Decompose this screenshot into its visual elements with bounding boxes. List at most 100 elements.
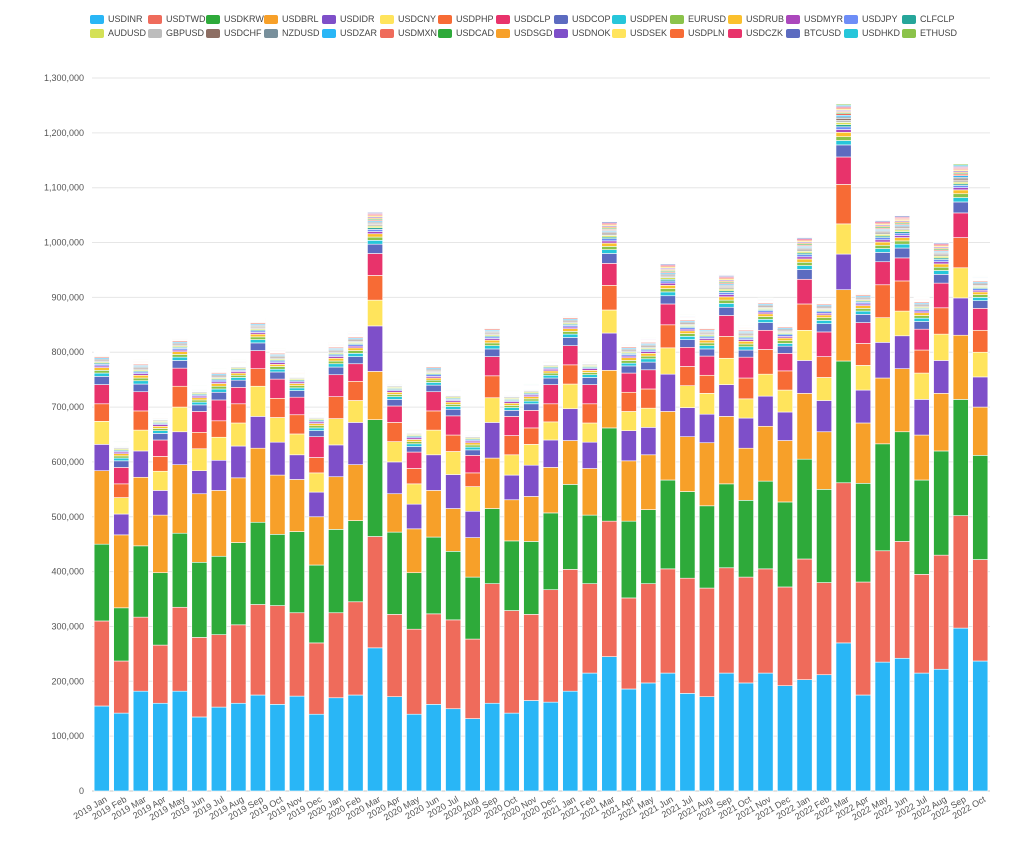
bar-segment[interactable] [445, 404, 462, 407]
bar-segment[interactable] [445, 408, 462, 417]
bar-segment[interactable] [445, 434, 462, 452]
bar-segment[interactable] [894, 257, 911, 282]
bar-segment[interactable] [894, 232, 911, 236]
bar-segment[interactable] [152, 470, 169, 491]
bar-segment[interactable] [503, 540, 520, 611]
bar-segment[interactable] [230, 374, 247, 378]
bar-segment[interactable] [933, 554, 950, 670]
bar-segment[interactable] [406, 439, 423, 442]
bar-segment[interactable] [386, 378, 403, 380]
bar-segment[interactable] [562, 333, 579, 338]
bar-segment[interactable] [171, 406, 188, 433]
bar-segment[interactable] [464, 455, 481, 474]
bar-segment[interactable] [952, 399, 969, 516]
bar-segment[interactable] [835, 144, 852, 158]
bar-segment[interactable] [230, 702, 247, 792]
bar-segment[interactable] [679, 491, 696, 579]
bar-segment[interactable] [113, 457, 130, 462]
bar-segment[interactable] [796, 360, 813, 394]
bar-segment[interactable] [933, 274, 950, 284]
bar-segment[interactable] [796, 458, 813, 560]
bar-segment[interactable] [347, 347, 364, 351]
bar-segment[interactable] [757, 316, 774, 320]
bar-segment[interactable] [777, 343, 793, 347]
bar-segment[interactable] [874, 239, 891, 243]
bar-segment[interactable] [113, 513, 130, 536]
bar-segment[interactable] [835, 184, 852, 225]
bar-segment[interactable] [484, 702, 501, 792]
bar-segment[interactable] [191, 411, 208, 433]
bar-segment[interactable] [562, 440, 579, 485]
bar-segment[interactable] [659, 373, 676, 412]
bar-segment[interactable] [132, 616, 149, 692]
bar-segment[interactable] [250, 317, 266, 320]
bar-segment[interactable] [816, 582, 832, 676]
bar-segment[interactable] [679, 339, 696, 348]
bar-segment[interactable] [620, 411, 637, 431]
bar-segment[interactable] [503, 402, 520, 406]
bar-segment[interactable] [289, 433, 305, 456]
bar-segment[interactable] [367, 240, 383, 245]
bar-segment[interactable] [152, 439, 169, 457]
bar-segment[interactable] [718, 296, 735, 301]
bar-segment[interactable] [289, 454, 305, 480]
bar-segment[interactable] [816, 489, 832, 583]
bar-segment[interactable] [581, 514, 598, 584]
bar-segment[interactable] [972, 294, 989, 298]
bar-segment[interactable] [855, 422, 872, 484]
bar-segment[interactable] [132, 429, 149, 452]
bar-segment[interactable] [503, 454, 520, 476]
bar-segment[interactable] [542, 439, 559, 468]
bar-segment[interactable] [269, 397, 286, 418]
bar-segment[interactable] [796, 679, 813, 792]
bar-segment[interactable] [874, 284, 891, 318]
bar-segment[interactable] [952, 201, 969, 214]
bar-segment[interactable] [386, 531, 403, 615]
bar-segment[interactable] [347, 400, 364, 423]
bar-segment[interactable] [210, 459, 227, 491]
bar-segment[interactable] [777, 321, 793, 323]
bar-segment[interactable] [738, 447, 754, 501]
bar-segment[interactable] [367, 210, 383, 213]
bar-segment[interactable] [972, 559, 989, 662]
bar-segment[interactable] [640, 454, 657, 510]
bar-segment[interactable] [679, 314, 696, 316]
bar-segment[interactable] [933, 241, 950, 243]
bar-segment[interactable] [171, 335, 188, 337]
bar-segment[interactable] [816, 377, 832, 401]
bar-segment[interactable] [855, 343, 872, 366]
bar-segment[interactable] [503, 610, 520, 714]
bar-segment[interactable] [484, 422, 501, 459]
bar-segment[interactable] [250, 416, 266, 449]
bar-segment[interactable] [601, 370, 618, 429]
legend-item[interactable]: CLFCLP [902, 12, 960, 26]
bar-segment[interactable] [367, 536, 383, 649]
bar-segment[interactable] [972, 329, 989, 353]
bar-segment[interactable] [718, 672, 735, 792]
bar-segment[interactable] [933, 393, 950, 452]
bar-segment[interactable] [777, 389, 793, 413]
bar-segment[interactable] [152, 572, 169, 646]
bar-segment[interactable] [132, 374, 149, 379]
bar-segment[interactable] [503, 389, 520, 391]
bar-segment[interactable] [757, 349, 774, 375]
bar-segment[interactable] [445, 474, 462, 509]
bar-segment[interactable] [835, 119, 852, 123]
bar-segment[interactable] [738, 377, 754, 400]
bar-segment[interactable] [933, 261, 950, 265]
bar-segment[interactable] [640, 337, 657, 339]
bar-segment[interactable] [210, 383, 227, 387]
bar-segment[interactable] [699, 348, 715, 357]
bar-segment[interactable] [191, 432, 208, 450]
bar-segment[interactable] [367, 243, 383, 254]
bar-segment[interactable] [620, 430, 637, 462]
bar-segment[interactable] [269, 605, 286, 705]
bar-segment[interactable] [562, 331, 579, 335]
bar-segment[interactable] [152, 428, 169, 431]
bar-segment[interactable] [230, 624, 247, 704]
bar-segment[interactable] [738, 417, 754, 449]
bar-segment[interactable] [132, 359, 149, 361]
bar-segment[interactable] [230, 542, 247, 626]
bar-segment[interactable] [289, 414, 305, 435]
bar-segment[interactable] [289, 531, 305, 614]
